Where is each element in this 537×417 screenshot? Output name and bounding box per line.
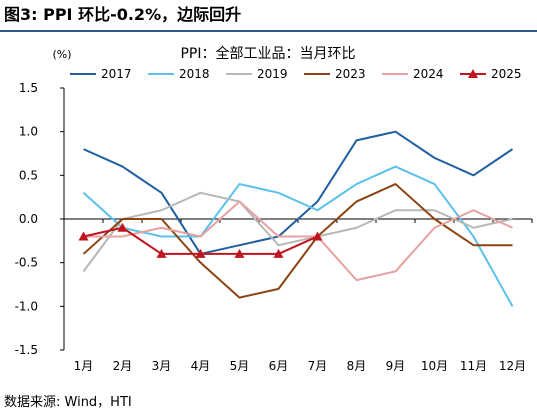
line-chart: PPI：全部工业品：当月环比 (%) 2017 2018 2019 2023 2024 2… — [15, 45, 533, 373]
series-line-2017 — [83, 130, 514, 255]
data-point-2025 — [156, 248, 167, 258]
legend-label-2024: 2024 — [413, 67, 444, 81]
legend-label-2025: 2025 — [491, 67, 522, 81]
data-point-2025 — [117, 222, 128, 232]
y-tick-label: 0.0 — [19, 212, 38, 226]
y-tick-label: -1.5 — [15, 343, 38, 357]
legend-label-2018: 2018 — [179, 67, 210, 81]
y-tick-label: 1.5 — [19, 81, 38, 95]
x-tick-label: 10月 — [421, 359, 448, 373]
series-layer — [78, 130, 514, 307]
x-tick-label: 11月 — [460, 359, 487, 373]
data-point-2025 — [273, 248, 284, 258]
legend-label-2017: 2017 — [101, 67, 132, 81]
source-note: 数据来源: Wind，HTI — [4, 395, 132, 410]
y-tick-label: -1.0 — [15, 299, 38, 313]
series-line-2019 — [82, 191, 513, 272]
x-tick-label: 3月 — [152, 359, 172, 373]
x-tick-label: 4月 — [191, 359, 211, 373]
x-tick-label: 8月 — [347, 359, 367, 373]
data-point-2025 — [234, 248, 245, 258]
caption-underline — [0, 30, 537, 32]
data-point-2025 — [312, 231, 323, 241]
x-tick-label: 6月 — [269, 359, 289, 373]
chart-axes: 1.5 1.0 0.5 0.0 -0.5 -1.0 -1.5 1月 2月 3月 4月 5月 6月 7月 8月… — [15, 81, 533, 373]
x-tick-label: 7月 — [308, 359, 328, 373]
x-tick-label: 1月 — [74, 359, 94, 373]
series-line-2023 — [82, 183, 513, 299]
figure-caption: 图3: PPI 环比-0.2%，边际回升 — [4, 5, 242, 24]
legend-marker-2025 — [468, 69, 478, 78]
legend-label-2023: 2023 — [335, 67, 366, 81]
chart-title: PPI：全部工业品：当月环比 — [180, 45, 355, 62]
series-line-2018 — [82, 165, 514, 307]
chart-legend: 2017 2018 2019 2023 2024 2025 — [70, 67, 522, 81]
x-tick-label: 12月 — [499, 359, 526, 373]
y-tick-label: 0.5 — [19, 168, 38, 182]
data-point-2025 — [195, 248, 206, 258]
series-line-2024 — [83, 200, 513, 282]
legend-label-2019: 2019 — [257, 67, 288, 81]
y-tick-label: -0.5 — [15, 256, 38, 270]
data-point-2025 — [78, 231, 89, 241]
x-tick-label: 2月 — [113, 359, 133, 373]
y-tick-label: 1.0 — [19, 125, 38, 139]
x-tick-label: 5月 — [230, 359, 250, 373]
x-tick-label: 9月 — [386, 359, 406, 373]
y-axis-unit-label: (%) — [52, 48, 71, 61]
